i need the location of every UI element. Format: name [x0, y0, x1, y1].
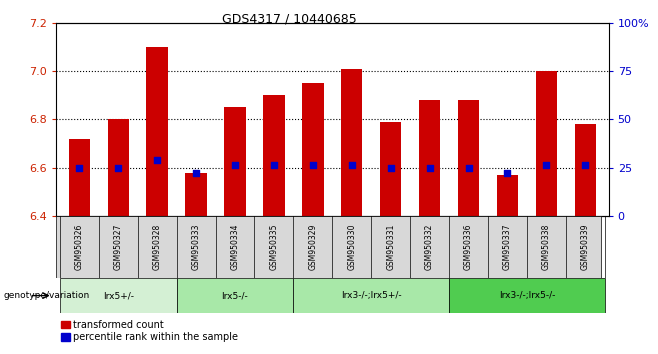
Text: genotype/variation: genotype/variation — [3, 291, 89, 300]
Point — [580, 162, 591, 168]
Bar — [449, 278, 605, 313]
Bar — [419, 100, 440, 216]
Point — [268, 162, 279, 168]
Text: GSM950327: GSM950327 — [114, 224, 122, 270]
Point — [230, 162, 240, 168]
Bar — [263, 95, 285, 216]
Point — [541, 162, 551, 168]
Text: GSM950339: GSM950339 — [581, 224, 590, 270]
Legend: transformed count, percentile rank within the sample: transformed count, percentile rank withi… — [61, 320, 238, 342]
Text: lrx5-/-: lrx5-/- — [222, 291, 248, 300]
Point — [74, 165, 84, 171]
Text: GSM950336: GSM950336 — [464, 224, 473, 270]
Text: GSM950333: GSM950333 — [191, 224, 201, 270]
Bar — [458, 100, 479, 216]
Point — [424, 165, 435, 171]
Bar — [574, 124, 596, 216]
Text: GSM950331: GSM950331 — [386, 224, 395, 270]
Text: GSM950329: GSM950329 — [309, 224, 317, 270]
Text: GSM950330: GSM950330 — [347, 224, 356, 270]
Point — [307, 162, 318, 168]
Bar — [107, 120, 129, 216]
Point — [347, 162, 357, 168]
Point — [463, 165, 474, 171]
Text: GSM950332: GSM950332 — [425, 224, 434, 270]
Bar — [497, 175, 518, 216]
Point — [152, 158, 163, 163]
Text: GSM950328: GSM950328 — [153, 224, 162, 270]
Bar — [68, 139, 90, 216]
Point — [191, 170, 201, 175]
Point — [502, 170, 513, 175]
Bar — [224, 107, 245, 216]
Text: lrx3-/-;lrx5+/-: lrx3-/-;lrx5+/- — [341, 291, 401, 300]
Text: GSM950338: GSM950338 — [542, 224, 551, 270]
Point — [386, 165, 396, 171]
Bar — [536, 71, 557, 216]
Text: lrx3-/-;lrx5-/-: lrx3-/-;lrx5-/- — [499, 291, 555, 300]
Bar — [293, 278, 449, 313]
Bar — [147, 47, 168, 216]
Bar — [341, 69, 363, 216]
Bar — [186, 172, 207, 216]
Bar — [380, 122, 401, 216]
Text: lrx5+/-: lrx5+/- — [103, 291, 134, 300]
Text: GSM950326: GSM950326 — [75, 224, 84, 270]
Text: GSM950337: GSM950337 — [503, 224, 512, 270]
Bar — [176, 278, 293, 313]
Text: GDS4317 / 10440685: GDS4317 / 10440685 — [222, 12, 357, 25]
Text: GSM950335: GSM950335 — [269, 224, 278, 270]
Text: GSM950334: GSM950334 — [230, 224, 240, 270]
Bar — [302, 83, 324, 216]
Point — [113, 165, 124, 171]
Bar — [60, 278, 176, 313]
